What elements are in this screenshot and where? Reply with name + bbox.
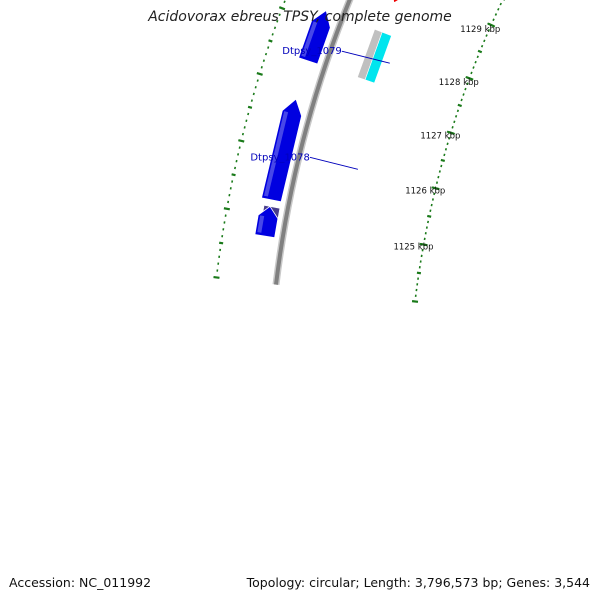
tick-dot (269, 40, 273, 41)
tick-dot (224, 208, 230, 209)
tick-dot (412, 301, 418, 302)
tick-dot (478, 51, 482, 53)
kbp-ticks: 1125 kbp 1126 kbp 1127 kbp 1128 kbp 1129 kbp… (393, 0, 600, 252)
topology-text: Topology: circular; Length: 3,796,573 bp… (247, 575, 590, 590)
gene-label-leader (310, 157, 358, 169)
tick-dot (465, 89, 467, 90)
kbp-tick-label: 1129 kbp (460, 25, 500, 35)
tick-dot (457, 111, 459, 112)
kbp-tick-label: 1128 kbp (439, 78, 479, 88)
gene-label: Dtpsy_1079 (282, 46, 342, 57)
map-title: Acidovorax ebreus TPSY, complete genome (0, 9, 600, 25)
tick-dot (417, 273, 421, 274)
tick-dot (257, 73, 263, 75)
tick-dot (458, 105, 462, 106)
kbp-tick-label: 1127 kbp (420, 132, 460, 142)
tick-dot (463, 94, 465, 95)
tick-dot (441, 160, 445, 161)
tick-dot (486, 35, 487, 36)
tick-dot (213, 277, 219, 278)
tick-dot (481, 46, 482, 47)
tick-dot (284, 1, 285, 2)
tick-dot (238, 140, 244, 141)
tick-dot (471, 73, 472, 74)
tick-dot (219, 243, 223, 244)
accession-text: Accession: NC_011992 (9, 575, 151, 590)
tick-dot (248, 107, 252, 108)
kbp-tick-label: 1125 kbp (393, 242, 433, 252)
tick-dot (267, 47, 269, 48)
tick-dot (477, 57, 478, 58)
tick-dot (473, 67, 474, 68)
tick-dot (500, 4, 501, 5)
tick-dot (484, 41, 485, 42)
gene-label: Dtpsy_1078 (250, 152, 310, 163)
tick-dot (272, 34, 274, 35)
feature-tracks (259, 0, 560, 238)
gene-arrow (390, 0, 426, 3)
tick-dot-tracks (213, 0, 600, 302)
tick-dot (461, 100, 463, 101)
tick-dot (274, 28, 276, 29)
tick-dot (232, 174, 236, 175)
gene-arrows (255, 0, 578, 238)
kbp-tick-label: 1126 kbp (405, 187, 445, 197)
tick-dot (427, 216, 431, 217)
tick-dot (475, 62, 476, 63)
